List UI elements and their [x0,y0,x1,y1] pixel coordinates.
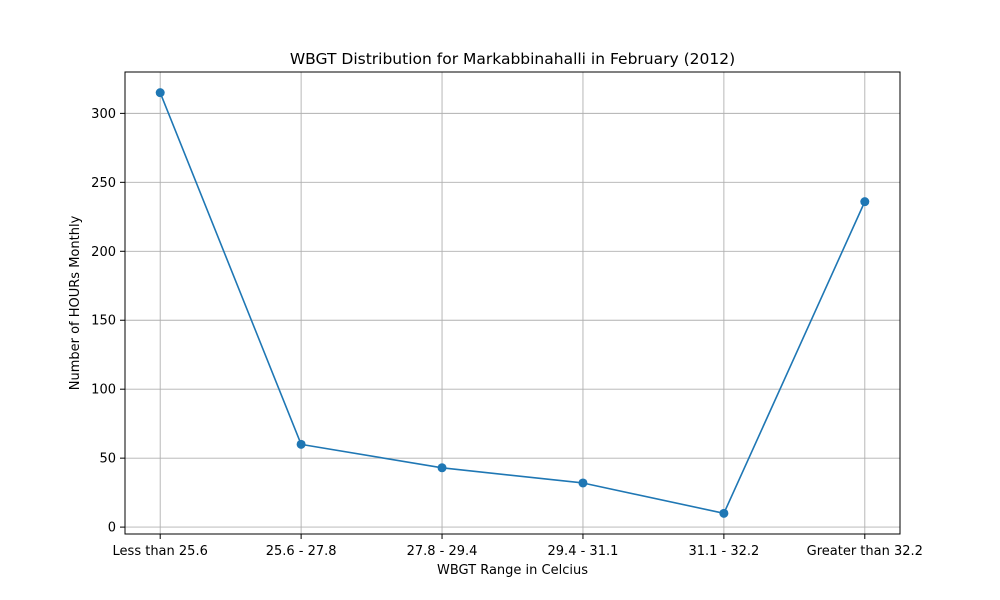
data-point [155,88,165,98]
y-tick-label: 0 [108,521,116,536]
data-point [578,478,588,488]
data-point [296,439,306,449]
plot-area-frame [124,71,901,535]
x-tick-label: 27.8 - 29.4 [407,544,478,559]
x-tick-label: 25.6 - 27.8 [266,544,337,559]
x-tick-label: 29.4 - 31.1 [548,544,619,559]
y-tick-label: 100 [91,383,116,398]
y-axis-label: Number of HOURs Monthly [68,215,83,390]
series-layer [155,88,870,518]
x-tick-label: Less than 25.6 [113,544,208,559]
chart-title: WBGT Distribution for Markabbinahalli in… [290,50,735,68]
x-tick-label: Greater than 32.2 [807,544,923,559]
axes-layer: Less than 25.6 25.6 - 27.8 27.8 - 29.4 29.4… [91,107,923,559]
data-point [719,508,729,518]
data-point [860,197,870,207]
y-tick-label: 150 [91,314,116,329]
x-tick-label: 31.1 - 32.2 [688,544,759,559]
y-tick-label: 50 [99,452,116,467]
y-tick-label: 250 [91,176,116,191]
grid-layer [125,72,900,534]
series-line [159,92,866,515]
y-tick-label: 300 [91,107,116,122]
x-axis-label: WBGT Range in Celcius [437,563,588,578]
y-tick-label: 200 [91,245,116,260]
data-point [437,463,447,473]
